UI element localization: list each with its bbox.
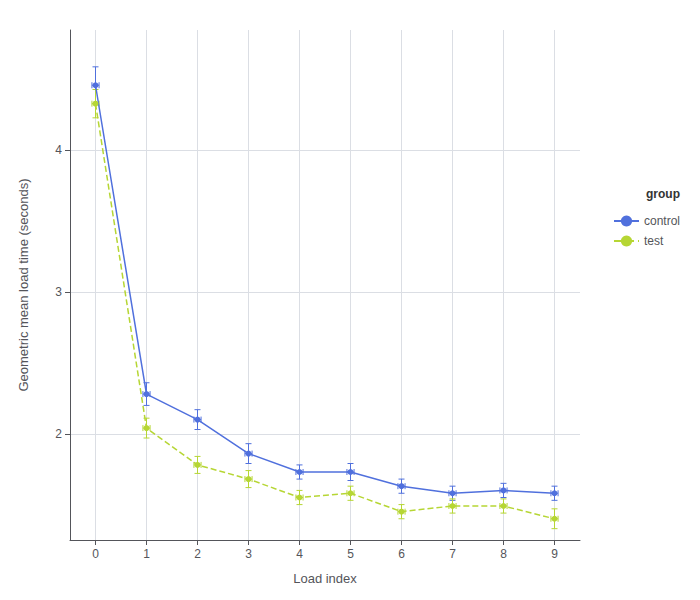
- svg-text:3: 3: [55, 285, 62, 299]
- svg-text:5: 5: [347, 547, 354, 561]
- svg-text:group: group: [646, 187, 680, 201]
- svg-text:control: control: [644, 214, 680, 228]
- svg-text:2: 2: [194, 547, 201, 561]
- svg-text:9: 9: [551, 547, 558, 561]
- svg-text:0: 0: [92, 547, 99, 561]
- svg-text:3: 3: [245, 547, 252, 561]
- svg-text:8: 8: [500, 547, 507, 561]
- svg-text:Load index: Load index: [293, 571, 357, 586]
- svg-text:1: 1: [143, 547, 150, 561]
- svg-text:4: 4: [55, 143, 62, 157]
- svg-text:6: 6: [398, 547, 405, 561]
- svg-text:2: 2: [55, 427, 62, 441]
- svg-text:4: 4: [296, 547, 303, 561]
- svg-text:7: 7: [449, 547, 456, 561]
- svg-text:Geometric mean load time (seco: Geometric mean load time (seconds): [16, 178, 31, 391]
- svg-text:test: test: [644, 234, 664, 248]
